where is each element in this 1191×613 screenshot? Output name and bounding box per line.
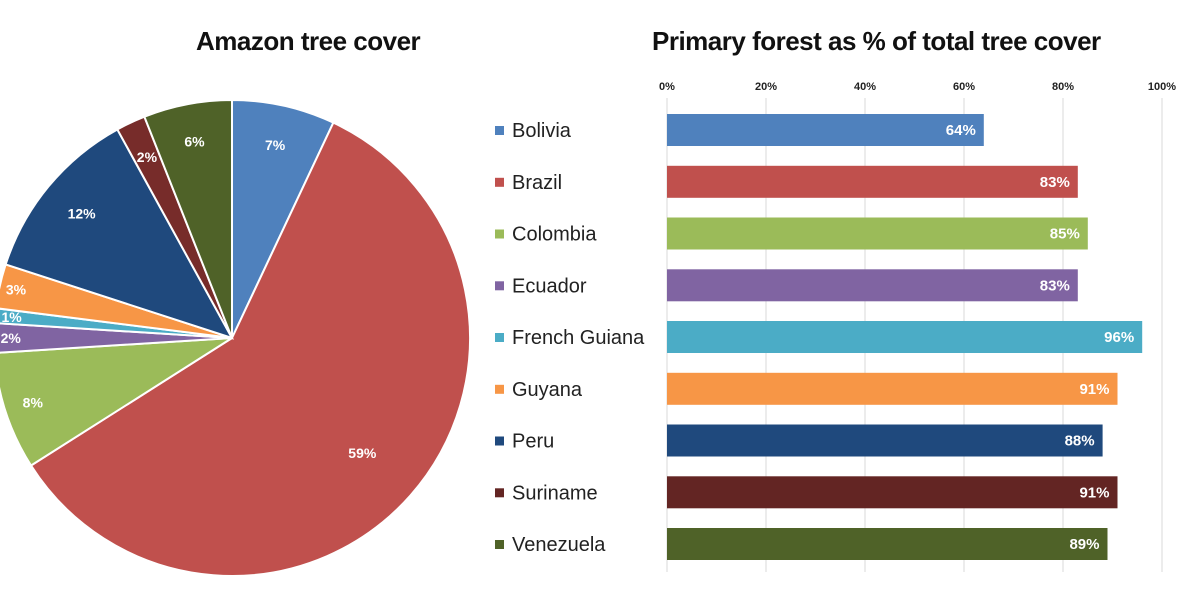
bar-bolivia	[667, 114, 984, 146]
legend-label-bolivia: Bolivia	[512, 120, 572, 142]
pie-slice-bolivia	[231, 98, 335, 339]
x-tick-60-: 60%	[953, 81, 975, 93]
pie-slice-ecuador	[0, 322, 233, 354]
legend-label-peru: Peru	[512, 431, 554, 453]
pie-slice-colombia	[0, 337, 233, 467]
bar-suriname	[667, 476, 1118, 509]
bar-label-guyana: 91%	[1079, 381, 1109, 398]
x-tick-40-: 40%	[854, 81, 876, 93]
x-tick-0-: 0%	[659, 81, 675, 93]
bar-venezuela	[667, 528, 1108, 560]
pie-chart-title: Amazon tree cover	[196, 26, 421, 56]
bar-label-bolivia: 64%	[946, 122, 976, 139]
legend-marker-colombia	[495, 229, 504, 239]
legend-marker-guyana	[495, 384, 504, 394]
x-tick-20-: 20%	[755, 81, 777, 93]
bar-label-venezuela: 89%	[1069, 536, 1099, 553]
bar-label-colombia: 85%	[1050, 226, 1080, 243]
legend-marker-venezuela	[495, 540, 504, 549]
x-tick-80-: 80%	[1052, 81, 1074, 93]
pie-label-bolivia: 7%	[265, 137, 286, 153]
pie-label-peru: 12%	[68, 206, 97, 222]
pie-label-venezuela: 6%	[184, 134, 205, 150]
legend-marker-french-guiana	[495, 333, 504, 342]
bar-brazil	[667, 165, 1078, 198]
legend-marker-bolivia	[495, 126, 504, 135]
pie-label-guyana: 3%	[6, 282, 27, 298]
bar-label-french-guiana: 96%	[1104, 329, 1134, 346]
legend-label-guyana: Guyana	[512, 379, 583, 401]
bar-label-brazil: 83%	[1040, 174, 1070, 191]
pie-slice-peru	[4, 128, 235, 340]
legend-label-colombia: Colombia	[512, 224, 597, 246]
bar-ecuador	[667, 269, 1078, 302]
pie-label-french-guiana: 1%	[1, 309, 22, 325]
legend-label-brazil: Brazil	[512, 172, 562, 194]
pie-label-brazil: 59%	[348, 445, 377, 461]
bar-guyana	[667, 372, 1118, 405]
pie-label-colombia: 8%	[23, 395, 44, 411]
bar-french-guiana	[667, 321, 1143, 353]
bar-label-ecuador: 83%	[1040, 277, 1070, 294]
pie-slice-brazil	[29, 121, 471, 577]
pie-label-suriname: 2%	[137, 149, 158, 165]
bar-peru	[667, 424, 1103, 457]
bar-chart-title: Primary forest as % of total tree cover	[652, 26, 1101, 56]
legend-label-french-guiana: French Guiana	[512, 327, 645, 349]
x-tick-100-: 100%	[1148, 81, 1176, 93]
legend-label-ecuador: Ecuador	[512, 275, 587, 297]
legend-marker-peru	[495, 436, 504, 446]
bar-label-suriname: 91%	[1079, 484, 1109, 501]
legend-label-venezuela: Venezuela	[512, 534, 606, 556]
bar-colombia	[667, 217, 1088, 250]
legend-marker-brazil	[495, 177, 504, 187]
pie-slice-venezuela	[143, 98, 233, 339]
bar-label-peru: 88%	[1065, 433, 1095, 450]
legend-label-suriname: Suriname	[512, 482, 598, 504]
pie-label-ecuador: 2%	[1, 330, 22, 346]
legend-marker-suriname	[495, 488, 504, 498]
legend-marker-ecuador	[495, 281, 504, 291]
